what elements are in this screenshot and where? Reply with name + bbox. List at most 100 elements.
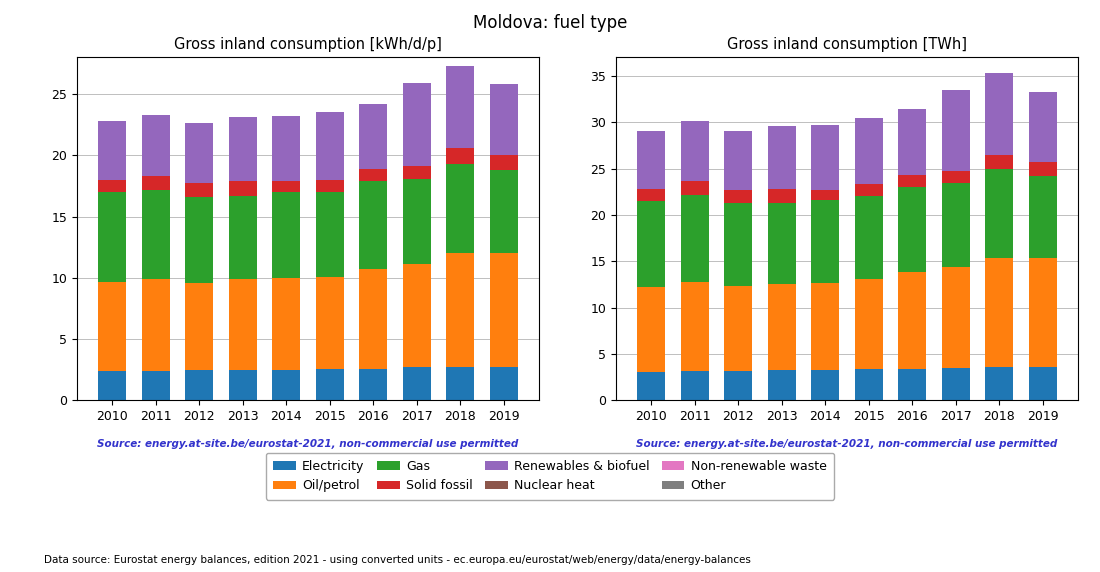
Bar <box>490 367 518 400</box>
Bar <box>447 164 474 253</box>
Bar <box>681 181 708 196</box>
Bar <box>359 181 387 269</box>
Bar <box>142 115 169 176</box>
Bar <box>359 169 387 181</box>
Bar <box>986 154 1013 169</box>
Bar <box>1028 367 1057 400</box>
Bar <box>142 176 169 189</box>
Bar <box>986 73 1013 154</box>
Bar <box>490 84 518 155</box>
Bar <box>490 170 518 253</box>
Bar <box>724 287 752 371</box>
Bar <box>681 196 708 281</box>
Title: Gross inland consumption [kWh/d/p]: Gross inland consumption [kWh/d/p] <box>174 37 442 52</box>
Bar <box>811 200 839 283</box>
Bar <box>98 371 126 400</box>
Bar <box>811 125 839 190</box>
Bar <box>898 369 926 400</box>
Bar <box>316 192 344 277</box>
Bar <box>142 279 169 371</box>
Bar <box>490 253 518 367</box>
Bar <box>637 287 666 372</box>
Bar <box>768 203 796 284</box>
Bar <box>681 281 708 371</box>
Bar <box>637 201 666 287</box>
Bar <box>490 155 518 170</box>
Bar <box>811 370 839 400</box>
Bar <box>447 367 474 400</box>
Bar <box>724 190 752 203</box>
Bar <box>142 371 169 400</box>
Bar <box>768 370 796 400</box>
Bar <box>768 284 796 370</box>
Bar <box>898 187 926 272</box>
Bar <box>724 132 752 190</box>
Bar <box>681 121 708 181</box>
Bar <box>942 368 970 400</box>
Bar <box>272 181 300 192</box>
Bar <box>142 189 169 279</box>
Bar <box>1028 257 1057 367</box>
Bar <box>637 189 666 201</box>
Bar <box>855 279 883 369</box>
Bar <box>855 369 883 400</box>
Bar <box>447 148 474 164</box>
Bar <box>185 283 213 370</box>
Bar <box>811 283 839 370</box>
Bar <box>98 180 126 192</box>
Bar <box>724 371 752 400</box>
Bar <box>185 370 213 400</box>
Bar <box>359 269 387 368</box>
Bar <box>98 121 126 180</box>
Bar <box>359 104 387 169</box>
Bar <box>229 181 257 196</box>
Bar <box>811 190 839 200</box>
Bar <box>768 126 796 189</box>
Bar <box>855 196 883 279</box>
Bar <box>229 117 257 181</box>
Bar <box>185 197 213 283</box>
Bar <box>986 257 1013 367</box>
Bar <box>724 203 752 287</box>
Bar <box>1028 93 1057 162</box>
Bar <box>855 184 883 196</box>
Bar <box>403 178 431 264</box>
Bar <box>942 267 970 368</box>
Bar <box>942 171 970 184</box>
Title: Gross inland consumption [TWh]: Gross inland consumption [TWh] <box>727 37 967 52</box>
Bar <box>1028 162 1057 176</box>
Text: Source: energy.at-site.be/eurostat-2021, non-commercial use permitted: Source: energy.at-site.be/eurostat-2021,… <box>98 439 518 449</box>
Bar <box>316 368 344 400</box>
Bar <box>447 253 474 367</box>
Bar <box>272 192 300 278</box>
Bar <box>272 116 300 181</box>
Bar <box>316 112 344 180</box>
Bar <box>637 132 666 189</box>
Bar <box>229 279 257 370</box>
Bar <box>98 281 126 371</box>
Bar <box>986 169 1013 257</box>
Bar <box>98 192 126 281</box>
Bar <box>1028 176 1057 257</box>
Bar <box>185 184 213 197</box>
Bar <box>986 367 1013 400</box>
Text: Moldova: fuel type: Moldova: fuel type <box>473 14 627 32</box>
Bar <box>272 370 300 400</box>
Bar <box>316 180 344 192</box>
Text: Data source: Eurostat energy balances, edition 2021 - using converted units - ec: Data source: Eurostat energy balances, e… <box>44 555 751 565</box>
Legend: Electricity, Oil/petrol, Gas, Solid fossil, Renewables & biofuel, Nuclear heat, : Electricity, Oil/petrol, Gas, Solid foss… <box>266 452 834 500</box>
Bar <box>898 272 926 369</box>
Bar <box>403 264 431 367</box>
Text: Source: energy.at-site.be/eurostat-2021, non-commercial use permitted: Source: energy.at-site.be/eurostat-2021,… <box>637 439 1057 449</box>
Bar <box>229 196 257 279</box>
Bar <box>447 66 474 148</box>
Bar <box>185 124 213 184</box>
Bar <box>229 370 257 400</box>
Bar <box>403 166 431 178</box>
Bar <box>637 372 666 400</box>
Bar <box>855 118 883 184</box>
Bar <box>942 90 970 171</box>
Bar <box>898 109 926 175</box>
Bar <box>359 368 387 400</box>
Bar <box>681 371 708 400</box>
